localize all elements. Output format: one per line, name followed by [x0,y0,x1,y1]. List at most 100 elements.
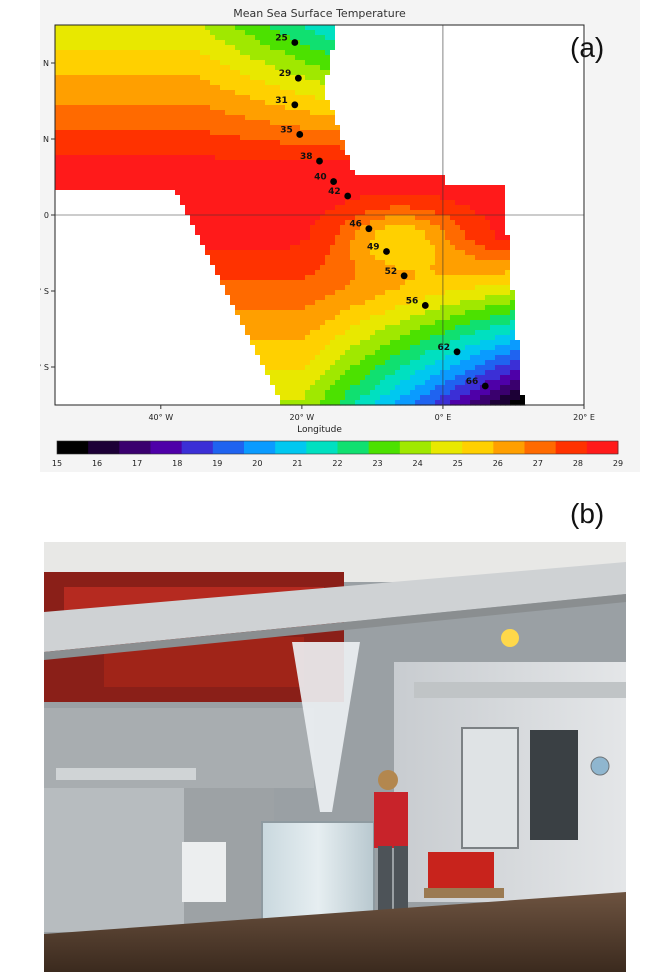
sst-cell [455,190,461,196]
sst-cell [250,245,256,251]
sst-cell [355,70,361,76]
sst-cell [180,230,186,236]
sst-cell [215,235,221,241]
sst-cell [335,240,341,246]
sst-cell [455,100,461,106]
sst-cell [355,165,361,171]
sst-cell [495,225,501,231]
sst-cell [260,240,266,246]
sst-cell [445,230,451,236]
sst-cell [480,155,486,161]
sst-cell [355,220,361,226]
sst-cell [80,140,86,146]
sst-cell [510,85,516,91]
sst-cell [575,75,581,81]
sst-cell [120,225,126,231]
sst-cell [80,90,86,96]
sst-cell [425,170,431,176]
sst-cell [75,65,81,71]
sst-cell [350,90,356,96]
sst-cell [300,170,306,176]
sst-cell [520,95,526,101]
sst-cell [85,260,91,266]
sst-cell [115,180,121,186]
sst-cell [520,155,526,161]
sst-cell [405,115,411,121]
sst-cell [385,110,391,116]
sst-cell [140,40,146,46]
sst-cell [75,165,81,171]
sst-cell [115,60,121,66]
sst-cell [115,50,121,56]
sst-cell [175,105,181,111]
sst-cell [285,40,291,46]
sst-cell [475,70,481,76]
sst-cell [85,125,91,131]
sst-cell [190,170,196,176]
sst-cell [550,175,556,181]
sst-cell [100,225,106,231]
sst-cell [575,190,581,196]
sst-cell [350,85,356,91]
sst-cell [190,25,196,31]
sst-cell [190,125,196,131]
sst-cell [405,25,411,31]
sst-cell [70,45,76,51]
sst-cell [180,235,186,241]
sst-cell [530,190,536,196]
sst-cell [285,205,291,211]
sst-cell [485,115,491,121]
sst-cell [460,165,466,171]
sst-cell [515,130,521,136]
sst-cell [380,110,386,116]
sst-cell [115,115,121,121]
sst-cell [170,65,176,71]
sst-cell [425,215,431,221]
sst-cell [435,250,441,256]
sst-cell [80,260,86,266]
sst-cell [415,75,421,81]
sst-cell [245,35,251,41]
sst-cell [115,190,121,196]
sst-cell [155,75,161,81]
sst-cell [350,75,356,81]
sst-cell [340,180,346,186]
sst-cell [385,130,391,136]
sst-cell [570,195,576,201]
sst-cell [530,195,536,201]
sst-cell [555,170,561,176]
sst-cell [280,130,286,136]
sst-cell [120,75,126,81]
sst-cell [240,25,246,31]
sst-cell [215,195,221,201]
sst-cell [310,170,316,176]
sst-cell [75,35,81,41]
sst-cell [250,25,256,31]
sst-cell [155,25,161,31]
sst-cell [545,150,551,156]
sst-cell [170,230,176,236]
sst-cell [85,120,91,126]
sst-cell [145,30,151,36]
sst-cell [60,90,66,96]
sst-cell [470,110,476,116]
sst-cell [445,30,451,36]
sst-cell [340,135,346,141]
sst-cell [510,80,516,86]
sst-cell [400,205,406,211]
sst-cell [365,50,371,56]
sst-cell [115,140,121,146]
sst-cell [260,160,266,166]
sst-cell [235,165,241,171]
sst-cell [370,120,376,126]
sst-cell [405,190,411,196]
sst-cell [380,90,386,96]
sst-cell [80,210,86,216]
sst-cell [320,25,326,31]
sst-cell [380,185,386,191]
sst-cell [205,175,211,181]
sst-cell [475,235,481,241]
sst-cell [435,75,441,81]
sst-cell [570,205,576,211]
sst-cell [155,70,161,76]
